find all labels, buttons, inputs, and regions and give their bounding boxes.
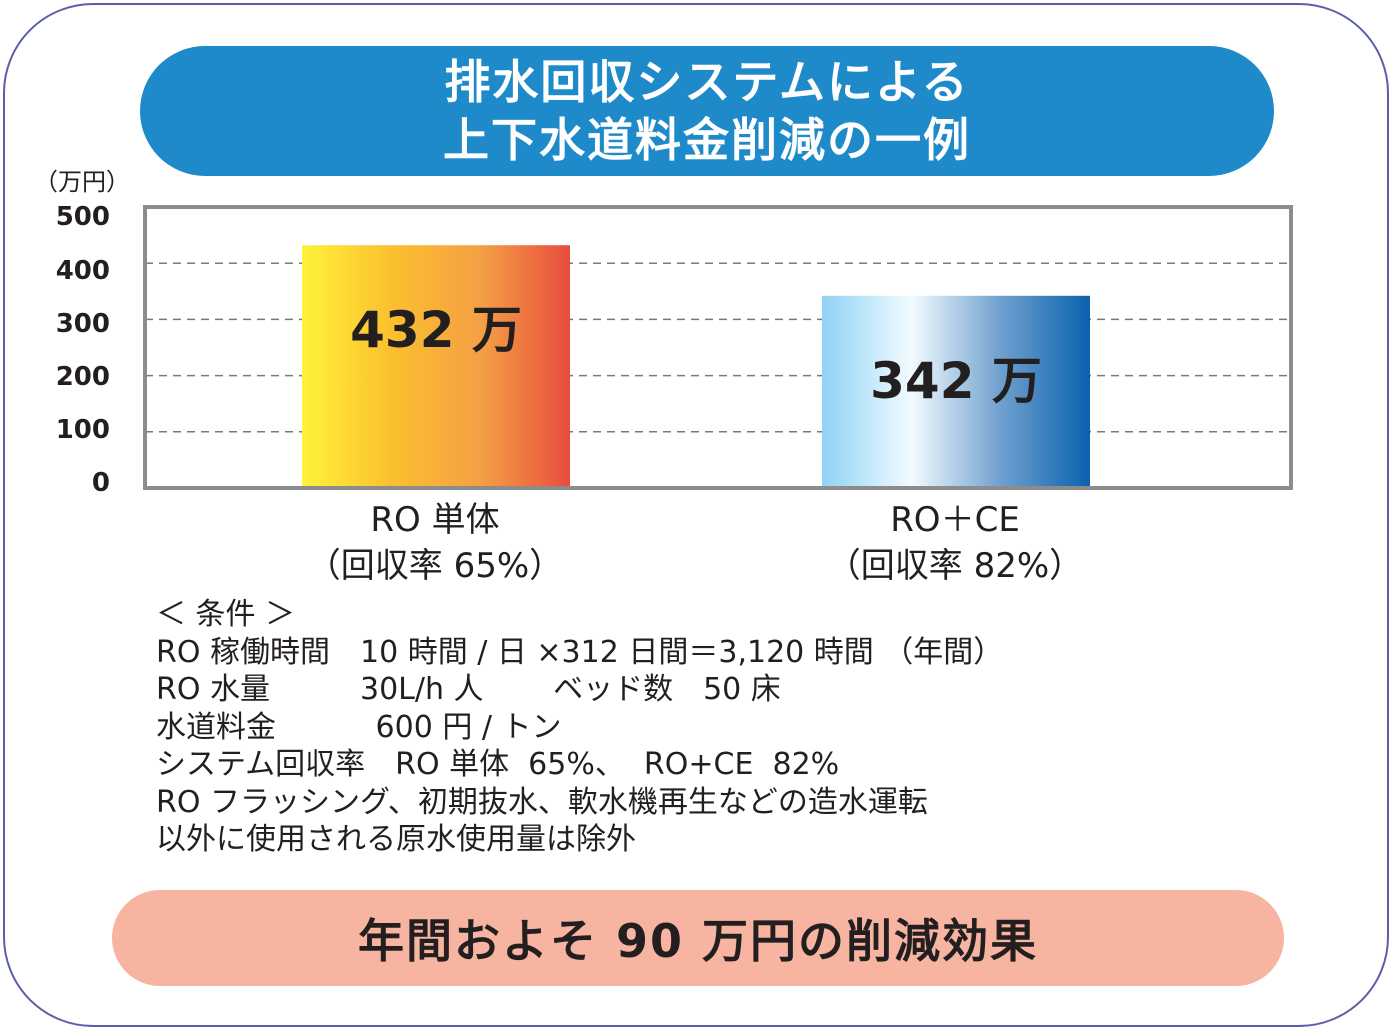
category-label-ro-ce: RO＋CE （回収率 82%） bbox=[750, 497, 1160, 589]
condition-line: RO 水量 30L/h 人 ベッド数 50 床 bbox=[156, 672, 781, 707]
category-name: RO＋CE bbox=[890, 500, 1020, 540]
title-banner: 排水回収システムによる 上下水道料金削減の一例 bbox=[140, 46, 1274, 176]
y-tick-0: 0 bbox=[91, 468, 110, 498]
conditions-block: ＜ 条件 ＞ RO 稼働時間 10 時間 / 日 ×312 日間＝3,120 時間… bbox=[156, 596, 1003, 859]
category-label-ro-single: RO 単体 （回収率 65%） bbox=[230, 497, 640, 589]
bar-value-label: 342 万 bbox=[870, 352, 1042, 410]
condition-line: システム回収率 RO 単体 65%、 RO+CE 82% bbox=[156, 747, 840, 782]
y-tick-200: 200 bbox=[55, 362, 110, 392]
condition-line: 以外に使用される原水使用量は除外 bbox=[156, 822, 636, 857]
title-line-1: 排水回収システムによる bbox=[444, 55, 970, 109]
bar-value-label: 432 万 bbox=[350, 301, 522, 359]
y-tick-400: 400 bbox=[55, 256, 110, 286]
condition-line: 水道料金 600 円 / トン bbox=[156, 709, 562, 745]
category-sublabel: （回収率 82%） bbox=[826, 546, 1084, 586]
condition-line: RO 稼働時間 10 時間 / 日 ×312 日間＝3,120 時間 （年間） bbox=[156, 634, 1004, 670]
title-line-2: 上下水道料金削減の一例 bbox=[443, 113, 971, 167]
summary-banner: 年間およそ 90 万円の削減効果 bbox=[112, 890, 1284, 986]
bar-0 bbox=[302, 245, 570, 488]
y-axis-unit: （万円） bbox=[34, 168, 130, 196]
conditions-heading: ＜ 条件 ＞ bbox=[156, 597, 296, 632]
category-name: RO 単体 bbox=[370, 500, 500, 540]
plot-area-frame bbox=[143, 205, 1293, 490]
bar-1 bbox=[822, 295, 1090, 488]
y-tick-100: 100 bbox=[55, 415, 110, 445]
condition-line: RO フラッシング、初期抜水、軟水機再生などの造水運転 bbox=[156, 784, 928, 820]
y-tick-500: 500 bbox=[55, 202, 110, 232]
category-sublabel: （回収率 65%） bbox=[306, 546, 564, 586]
y-tick-300: 300 bbox=[55, 309, 110, 339]
